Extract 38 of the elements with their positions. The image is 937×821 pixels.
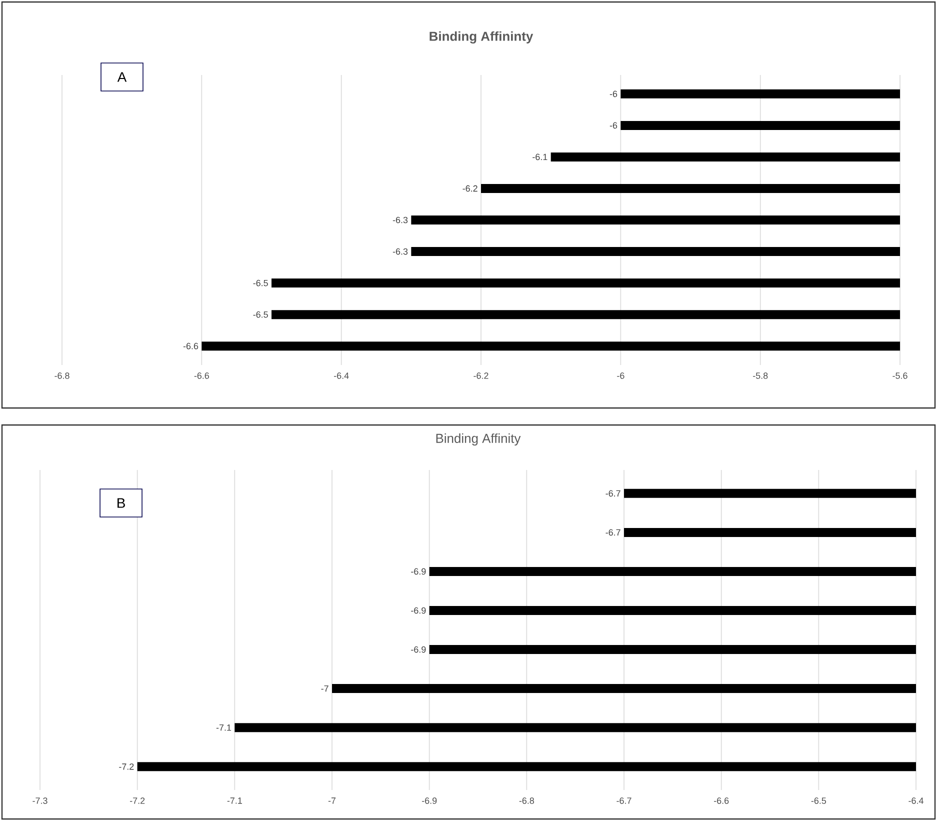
chart-title: Binding Affininty xyxy=(430,31,534,44)
x-tick-label: -5.6 xyxy=(892,372,908,379)
x-tick-label: -6.8 xyxy=(519,798,534,804)
data-label: -6.2 xyxy=(462,185,478,192)
annotation: A xyxy=(117,72,127,82)
data-label: -6.3 xyxy=(392,248,408,255)
x-tick-label: -6.4 xyxy=(334,372,349,379)
x-tick-label: -5.8 xyxy=(753,372,768,379)
annotation: B xyxy=(118,498,125,508)
x-tick-label: -6.6 xyxy=(194,372,209,379)
data-label: -6.3 xyxy=(392,216,408,224)
chart-title: Binding Affinity xyxy=(436,433,521,446)
x-tick-label: -7.1 xyxy=(227,798,242,804)
data-label: -7.1 xyxy=(216,724,232,731)
x-tick-label: -6.5 xyxy=(811,798,826,804)
data-label: -6.9 xyxy=(411,607,426,614)
x-tick-label: -6.2 xyxy=(474,372,488,379)
data-label: -6.9 xyxy=(411,568,426,575)
x-tick-label: -6.7 xyxy=(616,798,632,804)
data-label: -6 xyxy=(610,122,618,129)
data-label: -6.7 xyxy=(606,490,620,497)
x-tick-label: -7.3 xyxy=(32,798,48,804)
data-label: -6.7 xyxy=(606,529,620,536)
data-label: -6.5 xyxy=(253,311,268,318)
x-tick-label: -6.6 xyxy=(714,798,729,804)
data-label: -6.1 xyxy=(532,154,548,160)
x-tick-label: -6 xyxy=(617,372,624,379)
data-label: -6.6 xyxy=(183,342,198,350)
data-label: -7 xyxy=(321,685,328,692)
x-tick-label: -7.2 xyxy=(130,798,145,804)
x-tick-label: -6.4 xyxy=(908,798,924,804)
data-label: -6 xyxy=(610,90,618,98)
x-tick-label: -6.9 xyxy=(422,798,437,804)
x-tick-label: -6.8 xyxy=(54,372,70,379)
x-tick-label: -7 xyxy=(328,798,336,804)
data-label: -6.5 xyxy=(253,280,268,286)
data-label: -6.9 xyxy=(411,646,426,653)
data-label: -7.2 xyxy=(119,763,134,770)
